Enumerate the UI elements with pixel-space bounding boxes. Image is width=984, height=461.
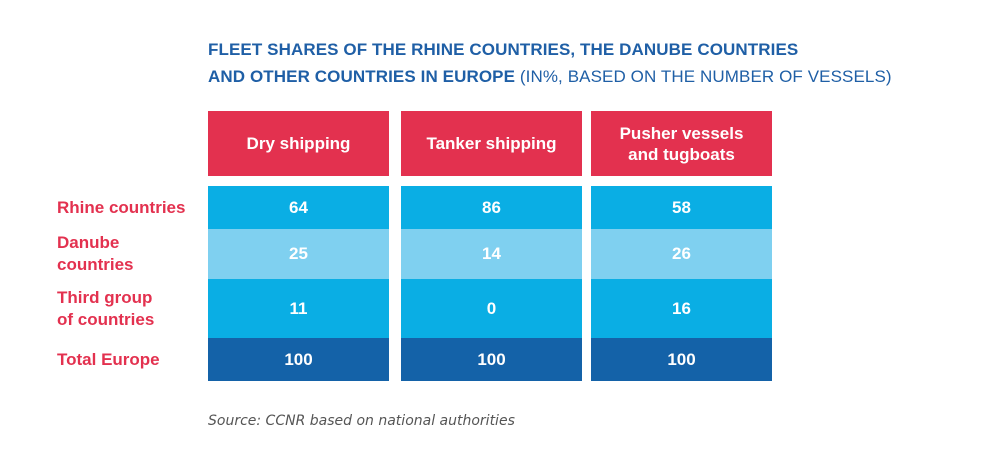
- table-cell: 100: [208, 338, 389, 381]
- table-cell: 11: [208, 279, 389, 338]
- table-cell: 0: [401, 279, 582, 338]
- table-cell: 86: [401, 186, 582, 229]
- row-label-rhine: Rhine countries: [57, 197, 186, 217]
- table-cell: 16: [591, 279, 772, 338]
- table-cell: 58: [591, 186, 772, 229]
- table-cell: 14: [401, 229, 582, 279]
- title-line-2-light: (IN%, BASED ON THE NUMBER OF VESSELS): [515, 67, 892, 86]
- table-cell: 25: [208, 229, 389, 279]
- table-cell: 64: [208, 186, 389, 229]
- row-label-third-group: Third group of countries: [57, 287, 155, 329]
- row-label-danube: Danube countries: [57, 233, 134, 274]
- table-cell: 26: [591, 229, 772, 279]
- chart-title: FLEET SHARES OF THE RHINE COUNTRIES, THE…: [208, 36, 948, 90]
- column-header-2: Tanker shipping: [401, 111, 582, 176]
- title-line-2: AND OTHER COUNTRIES IN EUROPE (IN%, BASE…: [208, 63, 948, 90]
- row-label-total-europe: Total Europe: [57, 349, 160, 369]
- column-header-1: Dry shipping: [208, 111, 389, 176]
- title-line-2-bold: AND OTHER COUNTRIES IN EUROPE: [208, 67, 516, 86]
- column-header-3: Pusher vessels and tugboats: [591, 111, 772, 176]
- table-cell: 100: [401, 338, 582, 381]
- source-note: Source: CCNR based on national authoriti…: [208, 413, 515, 429]
- table-cell: 100: [591, 338, 772, 381]
- title-line-1: FLEET SHARES OF THE RHINE COUNTRIES, THE…: [208, 40, 799, 59]
